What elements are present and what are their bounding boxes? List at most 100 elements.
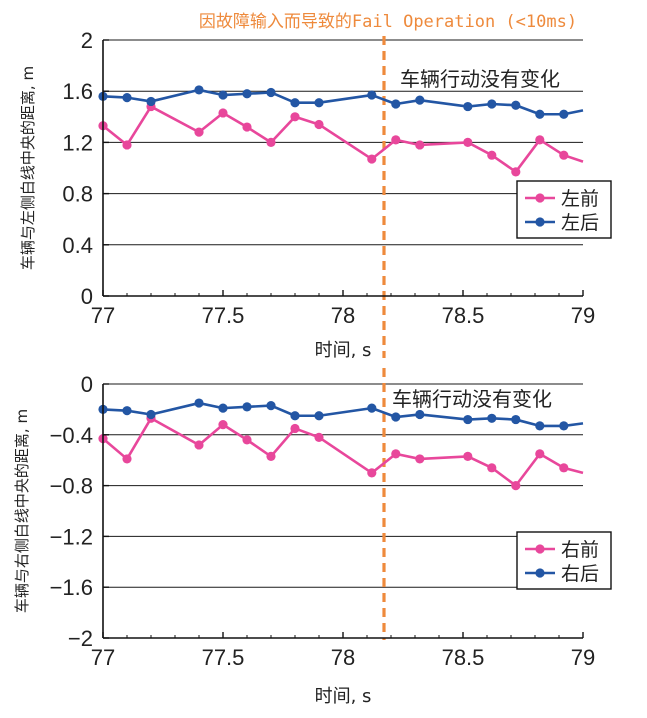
data-point: [559, 150, 569, 160]
data-point: [535, 421, 545, 431]
y-tick-label: −1.2: [50, 524, 93, 549]
y-tick-label: 2: [81, 28, 93, 53]
x-tick-label: 77.5: [202, 645, 245, 670]
data-point: [266, 400, 276, 411]
data-point: [266, 137, 276, 147]
data-point: [290, 423, 300, 434]
legend-label: 右前: [561, 539, 599, 561]
data-point: [367, 90, 377, 100]
data-point: [391, 412, 401, 422]
y-tick-label: 0: [81, 284, 93, 309]
legend-marker: [535, 217, 545, 227]
data-point: [218, 420, 228, 430]
series-line: [102, 416, 584, 487]
data-point: [511, 167, 521, 177]
data-point: [242, 435, 252, 445]
legend-label: 左后: [561, 212, 599, 234]
data-point: [146, 96, 156, 107]
legend-box: [516, 180, 612, 239]
data-point: [391, 99, 401, 109]
x-axis-label: 时间, s: [315, 686, 372, 707]
data-point: [314, 119, 324, 130]
data-point: [487, 463, 497, 473]
data-point: [463, 137, 473, 147]
legend-marker: [535, 544, 545, 554]
data-point: [266, 451, 276, 461]
legend-box: [516, 531, 612, 590]
data-point: [559, 109, 569, 119]
x-tick-label: 77: [91, 303, 115, 328]
legend-marker: [535, 193, 545, 203]
data-point: [415, 454, 425, 464]
data-point: [487, 99, 497, 109]
x-tick-label: 77.5: [202, 303, 245, 328]
legend-label: 左前: [561, 188, 599, 210]
x-tick-label: 79: [571, 303, 595, 328]
y-tick-label: −2: [68, 626, 93, 651]
data-point: [122, 406, 132, 416]
data-point: [415, 409, 425, 420]
data-point: [511, 481, 521, 491]
data-point: [535, 449, 545, 459]
data-point: [415, 95, 425, 105]
annotation-label: 车辆行动没有变化: [392, 387, 552, 411]
x-axis-label: 时间, s: [315, 340, 372, 361]
data-point: [487, 413, 497, 423]
data-point: [194, 398, 204, 408]
data-point: [290, 411, 300, 421]
data-point: [367, 468, 377, 478]
data-point: [218, 403, 228, 413]
series-line: [102, 88, 584, 116]
data-point: [463, 451, 473, 461]
data-point: [487, 150, 497, 160]
y-tick-label: 0.8: [62, 182, 93, 207]
y-tick-label: −0.8: [50, 474, 93, 499]
data-point: [463, 101, 473, 112]
data-point: [415, 140, 425, 150]
data-point: [559, 421, 569, 431]
x-tick-label: 79: [571, 645, 595, 670]
x-tick-label: 78: [331, 645, 355, 670]
y-tick-label: −0.4: [50, 423, 93, 448]
data-point: [242, 122, 252, 132]
data-point: [511, 414, 521, 425]
y-tick-label: 1.2: [62, 130, 93, 155]
legend-marker: [535, 568, 545, 578]
series-line: [102, 105, 584, 174]
y-tick-label: 0: [81, 372, 93, 397]
annotation-label: 车辆行动没有变化: [400, 67, 560, 91]
data-point: [194, 85, 204, 95]
data-point: [535, 135, 545, 145]
data-point: [194, 127, 204, 137]
data-point: [122, 140, 132, 150]
data-point: [314, 411, 324, 421]
y-axis-label: 车辆与左侧白线中央的距离, m: [19, 66, 37, 270]
data-point: [194, 440, 204, 450]
data-point: [218, 90, 228, 100]
data-point: [266, 87, 276, 98]
data-point: [122, 454, 132, 464]
data-point: [559, 463, 569, 473]
y-tick-label: 1.6: [62, 79, 93, 104]
data-point: [242, 89, 252, 99]
chart-title: 因故障输入而导致的Fail Operation (<10ms): [199, 12, 577, 32]
data-point: [367, 154, 377, 164]
x-tick-label: 78: [331, 303, 355, 328]
data-point: [146, 409, 156, 420]
y-tick-label: −1.6: [50, 575, 93, 600]
data-point: [314, 432, 324, 442]
data-point: [122, 93, 132, 103]
data-point: [314, 98, 324, 108]
data-point: [290, 112, 300, 122]
data-point: [290, 98, 300, 108]
data-point: [242, 402, 252, 412]
x-tick-label: 78.5: [442, 303, 485, 328]
data-point: [391, 135, 401, 145]
data-point: [391, 449, 401, 459]
x-tick-label: 77: [91, 645, 115, 670]
y-axis-label: 车辆与右侧白线中央的距离, m: [13, 409, 31, 613]
data-point: [218, 108, 228, 118]
data-point: [535, 109, 545, 119]
data-point: [511, 100, 521, 110]
